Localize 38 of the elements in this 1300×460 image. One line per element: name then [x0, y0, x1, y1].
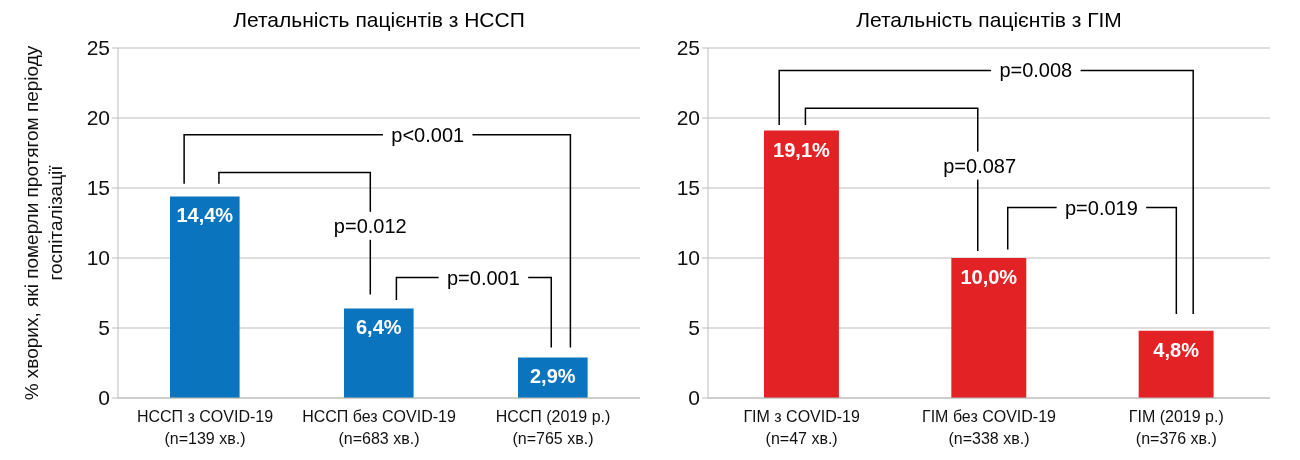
y-tick-label: 10: [676, 246, 700, 270]
annotation: p=0.087: [943, 154, 1017, 177]
data-label: 19,1%: [773, 138, 831, 161]
y-tick-label: 10: [86, 246, 110, 270]
annotation: p=0.019: [1064, 196, 1138, 219]
y-axis-title: % хворих, які померли протягом періоду госпіталізації: [21, 45, 66, 401]
y-tick-label: 5: [98, 316, 110, 340]
bar: [764, 130, 839, 398]
y-tick-label: 20: [86, 106, 110, 130]
bar: [170, 196, 240, 398]
data-label: 4,8%: [1153, 338, 1200, 361]
annotation: p=0.012: [333, 214, 407, 237]
bar: [1138, 330, 1214, 398]
x-tick-label: ГІМ з COVID-19 (n=47 хв.): [743, 408, 860, 447]
x-tick-label: НССП без COVID-19 (n=683 хв.): [302, 408, 456, 447]
annotation: p<0.001: [391, 123, 465, 146]
data-label: 2,9%: [530, 365, 576, 388]
y-tick-label: 15: [676, 176, 700, 200]
x-tick-label: ГІМ без COVID-19 (n=338 хв.): [922, 408, 1057, 447]
y-tick-label: 25: [86, 36, 110, 60]
y-tick-label: 0: [98, 386, 110, 410]
chart-title: Летальність пацієнтів з НССП: [233, 8, 525, 32]
data-label: 6,4%: [356, 316, 402, 339]
x-tick-label: ГІМ (2019 р.) (n=376 хв.): [1128, 408, 1224, 447]
annotation: p=0.008: [999, 59, 1073, 82]
x-tick-label: НССП з COVID-19 (n=139 хв.): [136, 408, 274, 447]
y-tick-label: 0: [688, 386, 700, 410]
y-tick-label: 25: [676, 36, 700, 60]
y-tick-label: 15: [86, 176, 110, 200]
bar: [344, 308, 414, 398]
y-tick-label: 5: [688, 316, 700, 340]
data-label: 14,4%: [176, 204, 234, 227]
bar: [951, 258, 1027, 398]
chart-title: Летальність пацієнтів з ГІМ: [856, 8, 1122, 32]
x-tick-label: НССП (2019 р.) (n=765 хв.): [495, 408, 611, 447]
data-label: 10,0%: [960, 266, 1018, 288]
annotation: p=0.001: [446, 266, 520, 289]
y-tick-label: 20: [676, 106, 700, 130]
